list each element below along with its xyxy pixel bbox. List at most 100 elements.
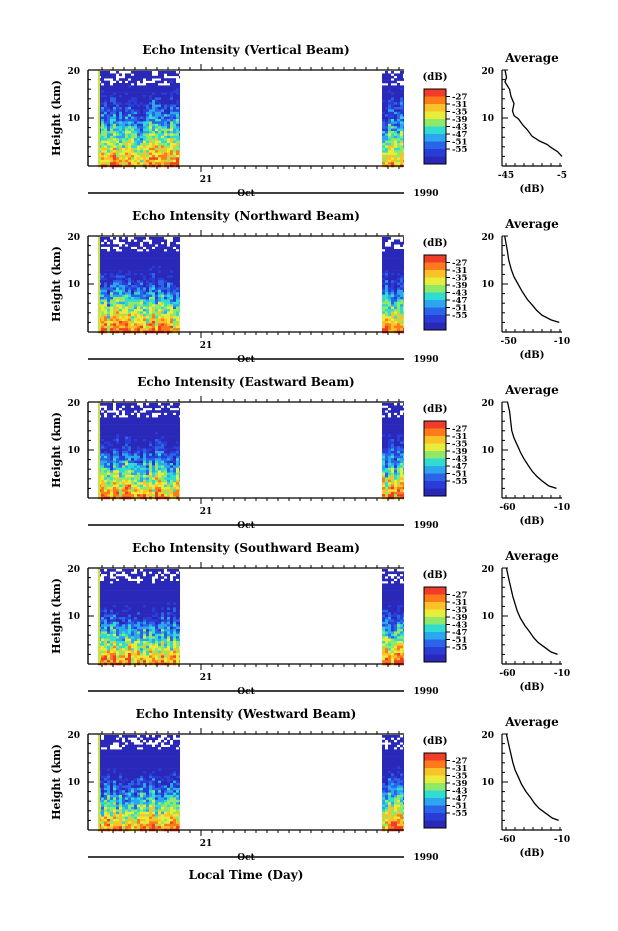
heatmap-cell [158, 87, 161, 91]
heatmap-cell [101, 123, 104, 127]
heatmap-cell [128, 321, 131, 324]
heatmap-cell [143, 95, 146, 98]
heatmap-cell [176, 280, 179, 283]
heatmap-cell [152, 280, 155, 283]
heatmap-cell [170, 145, 173, 149]
heatmap-cell [149, 410, 152, 413]
heatmap-cell [176, 489, 179, 493]
heatmap-cell [388, 325, 391, 329]
heatmap-cell [403, 477, 404, 481]
heatmap-cell [107, 655, 110, 659]
heatmap-cell [176, 143, 179, 146]
heatmap-cell [116, 583, 119, 587]
heatmap-cell [170, 102, 173, 105]
heatmap-cell [125, 325, 128, 329]
heatmap-cell [122, 78, 125, 81]
heatmap-cell [119, 571, 122, 575]
heatmap-cell [176, 463, 179, 466]
heatmap-cell [167, 150, 170, 153]
heatmap-cell [116, 318, 119, 322]
heatmap-cell [158, 138, 161, 141]
heatmap-cell [394, 446, 397, 449]
heatmap-cell [173, 280, 176, 283]
heatmap-cell [397, 472, 400, 476]
heatmap-cell [173, 263, 176, 267]
heatmap-cell [394, 443, 397, 447]
heatmap-cell [107, 605, 110, 608]
heatmap-cell [382, 484, 385, 488]
heatmap-cell [176, 460, 179, 464]
heatmap-cell [176, 107, 179, 110]
heatmap-cell [170, 92, 173, 96]
heatmap-cell [143, 460, 146, 464]
heatmap-cell [146, 491, 149, 495]
heatmap-cell [125, 85, 128, 89]
heatmap-cell [140, 92, 143, 96]
heatmap-cell [170, 109, 173, 113]
heatmap-cell [388, 75, 391, 79]
heatmap-cell [113, 624, 116, 627]
heatmap-cell [158, 123, 161, 127]
heatmap-cell [167, 325, 170, 329]
heatmap-cell [119, 104, 122, 108]
heatmap-cell [152, 429, 155, 433]
heatmap-cell [179, 299, 180, 303]
heatmap-cell [173, 487, 176, 490]
heatmap-cell [403, 263, 404, 267]
heatmap-cell [164, 289, 167, 293]
heatmap-cell [134, 645, 137, 649]
heatmap-cell [128, 614, 131, 618]
heatmap-cell [146, 318, 149, 322]
heatmap-cell [158, 73, 161, 77]
heatmap-cell [149, 453, 152, 457]
heatmap-cell [161, 268, 164, 271]
heatmap-cell [134, 655, 137, 659]
heatmap-cell [403, 114, 404, 117]
colorbar-segment [424, 111, 446, 120]
heatmap-cell [385, 87, 388, 91]
heatmap-cell [152, 475, 155, 478]
heatmap-cell [116, 150, 119, 153]
heatmap-cell [173, 162, 176, 165]
heatmap-cell [137, 470, 140, 473]
heatmap-cell [382, 150, 385, 153]
heatmap-cell [382, 285, 385, 288]
heatmap-cell [176, 325, 179, 329]
heatmap-cell [170, 424, 173, 428]
heatmap-cell [128, 434, 131, 437]
heatmap-cell [113, 73, 116, 77]
heatmap-cell [125, 595, 128, 599]
heatmap-cell [110, 268, 113, 271]
heatmap-cell [155, 123, 158, 127]
heatmap-cell [403, 458, 404, 461]
heatmap-cell [134, 641, 137, 644]
heatmap-cell [397, 299, 400, 303]
heatmap-cell [170, 289, 173, 293]
heatmap-cell [107, 287, 110, 291]
heatmap-cell [394, 249, 397, 252]
heatmap-cell [116, 631, 119, 635]
heatmap-cell [107, 321, 110, 324]
heatmap-cell [173, 446, 176, 449]
heatmap-cell [137, 75, 140, 79]
heatmap-cell [104, 299, 107, 303]
heatmap-cell [110, 597, 113, 601]
heatmap-cell [128, 482, 131, 485]
heatmap-cell [107, 412, 110, 416]
heatmap-cell [149, 484, 152, 488]
heatmap-cell [101, 78, 104, 81]
heatmap-cell [146, 256, 149, 259]
heatmap-cell [128, 159, 131, 163]
heatmap-cell [131, 576, 134, 579]
heatmap-cell [149, 251, 152, 255]
heatmap-cell [128, 256, 131, 259]
heatmap-cell [119, 621, 122, 625]
heatmap-cell [152, 436, 155, 440]
heatmap-cell [167, 265, 170, 269]
heatmap-cell [110, 297, 113, 300]
heatmap-cell [122, 109, 125, 113]
heatmap-cell [161, 273, 164, 276]
heatmap-cell [101, 641, 104, 644]
heatmap-cell [149, 323, 152, 327]
heatmap-cell [385, 282, 388, 286]
